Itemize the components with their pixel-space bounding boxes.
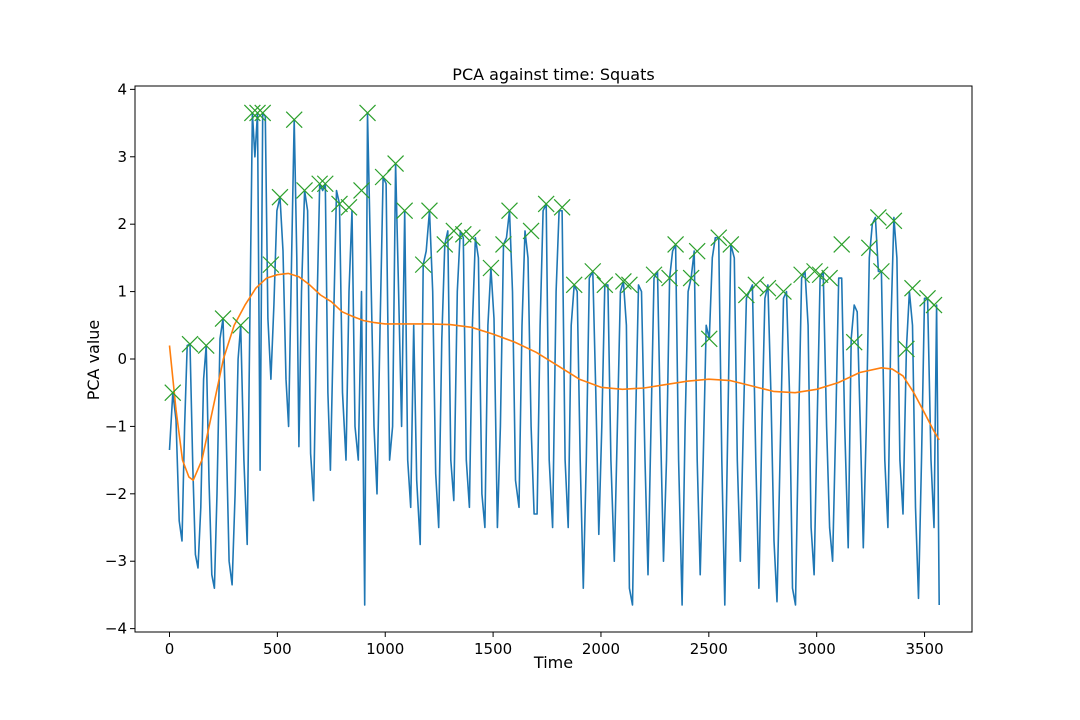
- y-tick-label-5: 1: [117, 283, 127, 301]
- peak-markers: [164, 104, 943, 402]
- peak-marker-34: [584, 262, 602, 280]
- x-tick-label-6: 3000: [798, 640, 836, 658]
- peak-marker-20: [396, 202, 414, 220]
- peak-marker-28: [495, 235, 512, 253]
- peak-marker-36: [614, 273, 632, 290]
- peak-marker-19: [387, 155, 405, 172]
- peak-marker-11: [296, 182, 313, 199]
- peak-marker-9: [271, 188, 289, 206]
- x-tick-label-0: 0: [165, 640, 175, 658]
- peak-marker-49: [775, 283, 792, 301]
- peak-marker-57: [869, 209, 887, 226]
- y-axis-label: PCA value: [84, 320, 103, 401]
- y-tick-label-1: −3: [105, 552, 127, 570]
- peak-marker-38: [645, 266, 663, 284]
- plot-area: [164, 104, 943, 606]
- peak-marker-8: [262, 256, 280, 274]
- peak-marker-58: [872, 262, 890, 280]
- y-tick-label-4: 0: [117, 350, 127, 368]
- peak-marker-29: [501, 202, 518, 220]
- peak-marker-51: [806, 262, 823, 280]
- peak-marker-10: [285, 111, 303, 129]
- y-tick-label-3: −1: [105, 417, 127, 435]
- x-tick-label-7: 3500: [905, 640, 943, 658]
- y-tick-label-2: −2: [105, 485, 127, 503]
- peak-marker-35: [596, 276, 614, 294]
- y-tick-label-0: −4: [105, 620, 127, 638]
- y-tick-label-8: 4: [117, 80, 127, 98]
- x-tick-label-2: 1000: [366, 640, 404, 658]
- x-tick-label-1: 500: [263, 640, 292, 658]
- peak-marker-43: [700, 330, 718, 348]
- peak-marker-60: [897, 340, 915, 358]
- peak-marker-26: [463, 229, 481, 247]
- peak-marker-1: [181, 335, 199, 353]
- peak-marker-42: [688, 242, 706, 260]
- y-tick-label-7: 3: [117, 148, 127, 166]
- peak-marker-18: [374, 168, 392, 186]
- peak-marker-6: [249, 104, 266, 122]
- peak-marker-48: [759, 279, 777, 297]
- axes: 0 500 1000 1500 2000 2500 3000 3500 −4 −3 −2 −1 0 1 2 3…: [105, 80, 973, 658]
- peak-marker-13: [316, 175, 334, 193]
- peak-marker-41: [682, 269, 700, 287]
- peak-marker-27: [482, 259, 500, 277]
- peak-marker-30: [522, 222, 540, 240]
- peak-marker-31: [537, 195, 555, 213]
- peak-marker-63: [925, 296, 943, 314]
- peak-marker-40: [667, 235, 685, 253]
- x-tick-label-3: 1500: [474, 640, 512, 658]
- peak-marker-56: [860, 239, 878, 257]
- peak-marker-61: [904, 279, 921, 297]
- peak-marker-54: [833, 235, 851, 253]
- peak-marker-53: [821, 269, 839, 287]
- peak-marker-24: [445, 222, 463, 240]
- peak-marker-39: [661, 269, 678, 287]
- plot-series: [164, 104, 943, 606]
- series-line-0: [168, 112, 940, 606]
- peak-marker-12: [311, 175, 329, 193]
- peak-marker-55: [845, 333, 863, 351]
- peak-marker-14: [331, 195, 348, 213]
- peak-marker-37: [621, 276, 638, 294]
- peak-marker-21: [414, 256, 432, 274]
- x-tick-label-4: 2000: [582, 640, 620, 658]
- x-tick-label-5: 2500: [690, 640, 728, 658]
- peak-marker-22: [421, 202, 438, 220]
- peak-marker-44: [710, 229, 728, 247]
- peak-marker-23: [436, 235, 454, 253]
- peak-marker-3: [214, 310, 232, 327]
- series-line-1: [168, 272, 940, 482]
- peak-marker-4: [232, 316, 250, 334]
- peak-marker-0: [164, 384, 182, 402]
- peak-marker-15: [340, 198, 358, 216]
- peak-marker-16: [353, 182, 370, 199]
- x-axis-label: Time: [533, 653, 573, 672]
- peak-marker-52: [811, 266, 829, 284]
- peak-marker-17: [359, 104, 376, 122]
- peak-marker-45: [722, 235, 740, 253]
- peak-marker-32: [553, 198, 571, 216]
- peak-marker-47: [747, 276, 765, 294]
- peak-marker-33: [565, 276, 583, 294]
- peak-marker-50: [793, 266, 811, 284]
- peak-marker-59: [885, 212, 903, 230]
- chart-title: PCA against time: Squats: [452, 65, 654, 84]
- y-tick-label-6: 2: [117, 215, 127, 233]
- peak-marker-25: [454, 225, 472, 243]
- peak-marker-7: [254, 104, 272, 122]
- peak-marker-2: [197, 337, 215, 354]
